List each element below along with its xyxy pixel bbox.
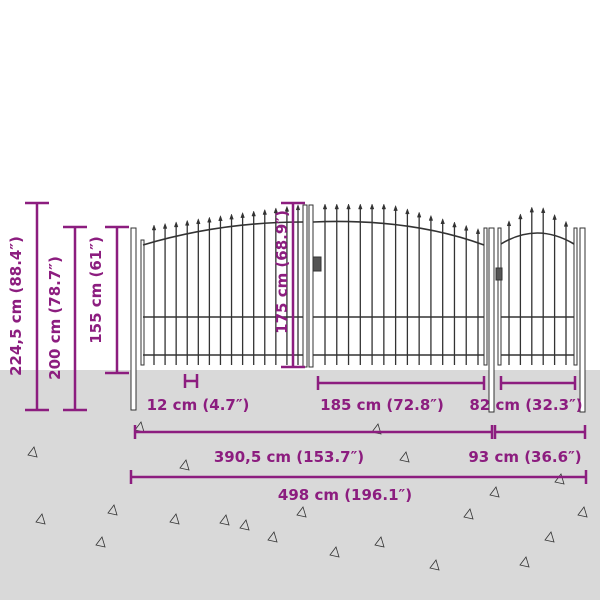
picket-spike <box>369 203 375 210</box>
pebble <box>107 504 118 516</box>
post-height-label: 200 cm (78.7″) <box>46 256 64 380</box>
pebble <box>374 536 385 548</box>
gate-frame <box>302 204 308 368</box>
pebble <box>179 459 190 471</box>
pebble <box>489 486 500 498</box>
picket-spike <box>162 222 168 229</box>
picket-spike <box>416 211 422 218</box>
picket-spike <box>452 221 457 228</box>
gate-arch <box>142 221 304 246</box>
ground-pebbles <box>27 421 588 571</box>
gate-latch <box>312 256 322 272</box>
ground-clearance-label: 12 cm (4.7″) <box>147 396 250 414</box>
picket-spike <box>381 203 387 210</box>
gate-latch <box>495 267 503 281</box>
double-gate-leaf-label: 185 cm (72.8″) <box>320 396 444 414</box>
side-height-label: 155 cm (61″) <box>87 236 105 344</box>
picket-spike <box>541 206 546 213</box>
picket-spike <box>196 218 201 225</box>
gate-arch <box>500 232 575 245</box>
pebble <box>399 451 410 463</box>
picket-spike <box>295 204 301 211</box>
pebble <box>577 506 588 518</box>
ground <box>0 370 600 600</box>
pebble <box>27 446 38 458</box>
picket-spike <box>251 210 256 217</box>
picket-spike <box>529 206 534 213</box>
picket-spike <box>240 211 245 218</box>
gate-arch <box>312 220 485 246</box>
pebble <box>95 536 106 548</box>
picket-spike <box>173 221 179 228</box>
picket-spike <box>346 203 351 210</box>
pebble <box>544 531 555 543</box>
dimension-lines <box>25 201 588 484</box>
picket-spike <box>552 213 557 220</box>
picket-spike <box>563 220 569 227</box>
gate-frame <box>140 239 145 366</box>
pebble <box>219 514 230 526</box>
single-gate-label: 82 cm (32.3″) <box>469 396 582 414</box>
picket-spike <box>273 207 279 214</box>
gate-frame <box>497 227 502 366</box>
picket-spike <box>185 219 190 226</box>
pebble <box>35 513 46 525</box>
single-gate-width-label: 93 cm (36.6″) <box>468 448 581 466</box>
fence-gate-drawing <box>130 203 586 413</box>
pebble <box>169 513 180 525</box>
pebble <box>463 508 474 520</box>
double-gate-width-label: 390,5 cm (153.7″) <box>214 448 364 466</box>
picket-spike <box>475 227 481 234</box>
picket-spike <box>207 216 212 223</box>
picket-spike <box>322 203 328 210</box>
picket-spike <box>262 208 267 215</box>
gate-frame <box>573 227 578 366</box>
pebble <box>296 506 307 518</box>
pebble <box>429 559 440 571</box>
pebble <box>267 531 278 543</box>
picket-spike <box>405 208 410 215</box>
fence-post <box>488 227 495 413</box>
fence-post <box>130 227 137 411</box>
pebble <box>519 556 530 568</box>
picket-spike <box>358 203 363 210</box>
gate-frame <box>483 227 488 366</box>
picket-spike <box>229 213 234 220</box>
picket-spike <box>151 224 157 231</box>
pebble <box>329 546 340 558</box>
picket-spike <box>393 204 398 211</box>
picket-spike <box>518 213 523 220</box>
fence-post <box>579 227 586 413</box>
total-height-label: 224,5 cm (88.4″) <box>7 236 25 376</box>
picket-spike <box>506 220 512 227</box>
picket-spike <box>218 214 223 221</box>
picket-spike <box>284 205 290 212</box>
gate-height-label: 175 cm (68.9″) <box>273 210 291 334</box>
total-width-label: 498 cm (196.1″) <box>278 486 412 504</box>
picket-spike <box>464 224 469 231</box>
picket-spike <box>334 203 339 210</box>
picket-spike <box>428 214 434 221</box>
picket-spike <box>440 218 445 225</box>
gate-frame <box>308 204 314 368</box>
pebble <box>239 519 250 531</box>
